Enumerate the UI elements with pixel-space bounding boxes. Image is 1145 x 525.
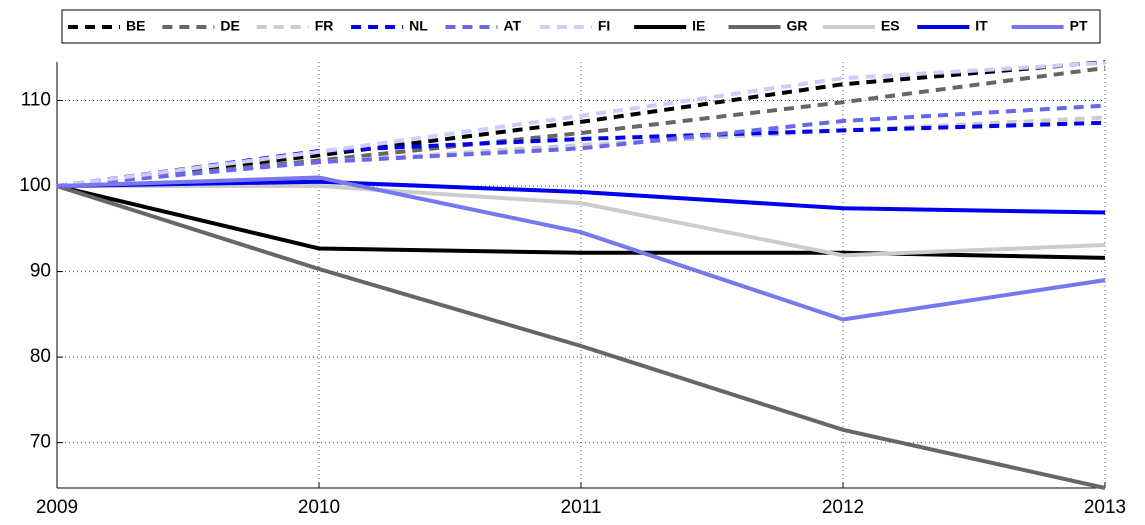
legend-label: GR [787, 18, 808, 34]
x-tick-label: 2013 [1084, 497, 1126, 518]
y-tick-label: 110 [21, 90, 51, 111]
legend-label: FI [598, 18, 610, 34]
y-tick-label: 100 [19, 175, 51, 196]
y-tick-label: 90 [30, 261, 51, 282]
x-tick-label: 2009 [36, 497, 78, 518]
legend-label: IE [692, 18, 705, 34]
series-line [56, 103, 1106, 189]
series-line [57, 184, 1106, 258]
series-line [56, 60, 1106, 189]
x-tick-label: 2011 [561, 497, 602, 518]
x-tick-label: 2012 [822, 497, 864, 518]
x-tick-label: 2010 [298, 497, 340, 518]
legend-label: PT [1070, 18, 1088, 34]
series-line [56, 184, 1106, 490]
y-tick-label: 80 [30, 346, 51, 367]
y-tick-label: 70 [30, 432, 51, 453]
legend-label: IT [975, 18, 988, 34]
series-line [56, 175, 1106, 322]
legend-label: NL [409, 18, 428, 34]
legend-label: AT [503, 18, 521, 34]
series-line [56, 184, 1106, 260]
series-line [56, 60, 1106, 189]
legend-label: BE [126, 18, 145, 34]
legend-label: DE [220, 18, 239, 34]
legend-label: ES [881, 18, 900, 34]
series-line [56, 179, 1106, 215]
legend-label: FR [315, 18, 334, 34]
